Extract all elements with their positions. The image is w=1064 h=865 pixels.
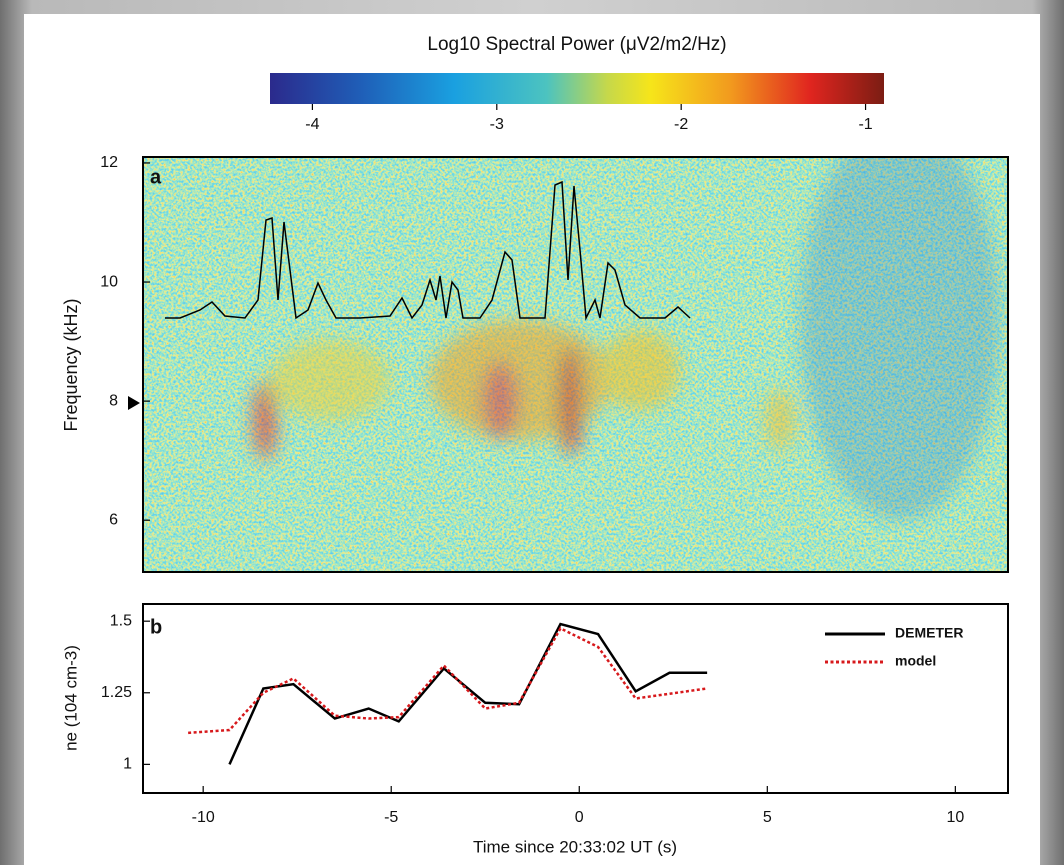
profile-curve <box>165 180 691 321</box>
colorbar-title: Log10 Spectral Power (μV2/m2/Hz) <box>427 34 726 55</box>
x-axis-label: Time since 20:33:02 UT (s) <box>473 837 677 856</box>
axes-frame-a <box>142 156 1009 573</box>
colorbar-tick-label: -1 <box>858 116 872 133</box>
axes-frame-b <box>142 603 1009 794</box>
y-tick-label: 6 <box>109 511 118 528</box>
colorbar <box>270 73 884 104</box>
x-tick-label: 0 <box>575 809 584 826</box>
legend-label: DEMETER <box>895 625 963 641</box>
colorbar-tick-label: -4 <box>305 116 319 133</box>
y-tick-label: 1.25 <box>101 684 132 701</box>
y-tick-label: 8 <box>109 392 118 409</box>
colorbar-tick-label: -3 <box>490 116 504 133</box>
x-tick-label: 10 <box>946 809 964 826</box>
panel-label: b <box>150 616 162 638</box>
panel-label: a <box>150 166 162 188</box>
x-tick-label: -5 <box>384 809 398 826</box>
colorbar-tick-label: -2 <box>674 116 688 133</box>
y-tick-label: 1 <box>123 756 132 773</box>
y-tick-label: 1.5 <box>110 612 132 629</box>
frequency-marker <box>128 396 140 410</box>
spectrogram-hotspots <box>253 157 1000 520</box>
spectrogram <box>143 157 1008 572</box>
y-axis-label: ne (104 cm-3) <box>61 645 80 751</box>
y-tick-label: 12 <box>100 154 118 171</box>
x-tick-label: 5 <box>763 809 772 826</box>
y-tick-label: 10 <box>100 273 118 290</box>
y-axis-label: Frequency (kHz) <box>61 298 81 431</box>
legend-label: model <box>895 653 936 669</box>
series-line <box>228 622 708 765</box>
x-tick-label: -10 <box>192 809 215 826</box>
